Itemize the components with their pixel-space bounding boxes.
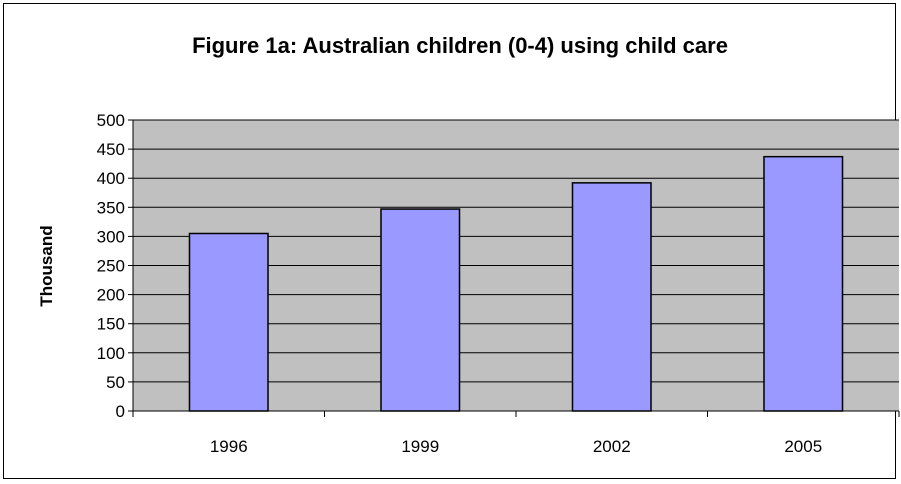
- y-tick-label: 300: [97, 227, 125, 246]
- y-tick-label: 400: [97, 169, 125, 188]
- y-tick-label: 50: [106, 373, 125, 392]
- bar-2005: [763, 155, 844, 412]
- chart-title: Figure 1a: Australian children (0-4) usi…: [192, 33, 728, 58]
- plot-area: 0 50 100 150 200 250 300 350 400 450 500 1996 1999 20…: [97, 111, 900, 456]
- bar-1996: [188, 232, 269, 412]
- x-tick-label: 2005: [784, 437, 822, 456]
- x-tick-label: 1996: [210, 437, 248, 456]
- x-tick-label: 2002: [593, 437, 631, 456]
- y-tick-label: 350: [97, 198, 125, 217]
- y-tick-label: 150: [97, 315, 125, 334]
- y-tick-label: 500: [97, 111, 125, 130]
- y-tick-label: 200: [97, 286, 125, 305]
- y-axis-label: Thousand: [37, 225, 56, 306]
- y-tick-label: 0: [116, 402, 125, 421]
- x-tick-label: 1999: [401, 437, 439, 456]
- y-tick-label: 450: [97, 140, 125, 159]
- y-tick-label: 100: [97, 344, 125, 363]
- y-tick-label: 250: [97, 257, 125, 276]
- bar-1999: [380, 208, 461, 412]
- bar-2002: [571, 182, 652, 412]
